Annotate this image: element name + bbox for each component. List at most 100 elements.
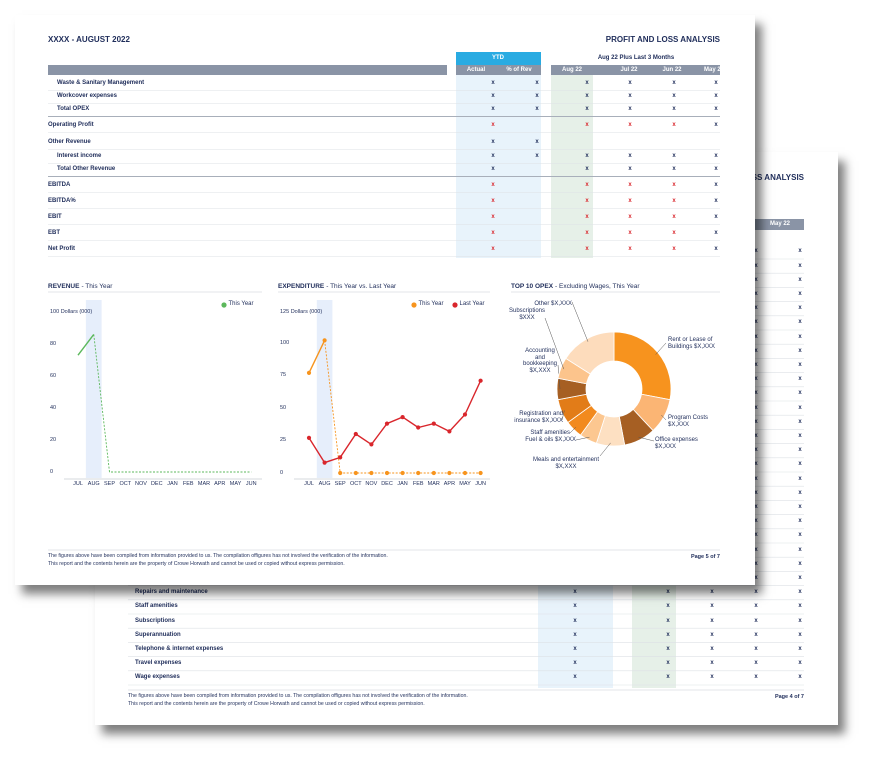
cell: x bbox=[798, 475, 802, 482]
cell: x bbox=[573, 674, 577, 681]
ytd-column bbox=[456, 52, 541, 258]
slice-label: Office expenses $X,XXX bbox=[655, 437, 698, 450]
row-label: Other Revenue bbox=[48, 139, 91, 146]
cell: x bbox=[672, 106, 676, 113]
x-tick-label: MAY bbox=[459, 481, 471, 488]
cell: x bbox=[754, 631, 758, 638]
x-tick-label: FEB bbox=[182, 481, 194, 488]
front-page: XXXX - AUGUST 2022 PROFIT AND LOSS ANALYS… bbox=[15, 15, 755, 585]
cell: x bbox=[754, 589, 758, 596]
cell: x bbox=[628, 246, 632, 253]
x-tick-label: SEP bbox=[334, 481, 346, 488]
row-label: Total OPEX bbox=[57, 106, 90, 113]
series-line bbox=[308, 380, 482, 464]
cell: x bbox=[672, 246, 676, 253]
cell: x bbox=[628, 122, 632, 129]
slice-label: Accounting and bookkeeping $X,XXX bbox=[522, 348, 558, 374]
cell: x bbox=[672, 166, 676, 173]
row-label: EBITDA% bbox=[48, 198, 76, 205]
cell: x bbox=[754, 575, 758, 581]
point bbox=[462, 470, 468, 476]
cell: x bbox=[672, 80, 676, 87]
leader-line bbox=[544, 317, 565, 370]
y-tick-label: 60 bbox=[50, 372, 57, 379]
projection-line bbox=[324, 340, 481, 474]
cell: x bbox=[798, 631, 802, 638]
point bbox=[478, 378, 483, 383]
slice-label: Other $X,XXX bbox=[534, 301, 572, 307]
legend-label: Last Year bbox=[459, 301, 485, 308]
chart-title: REVENUE - This Year bbox=[48, 283, 112, 290]
x-tick-label: APR bbox=[443, 481, 456, 488]
cell: x bbox=[585, 182, 589, 189]
cell: x bbox=[798, 262, 802, 269]
x-tick-label: MAY bbox=[229, 481, 242, 488]
cell: x bbox=[628, 230, 632, 237]
cell: x bbox=[585, 153, 589, 160]
row-label: Workcover expenses bbox=[57, 93, 117, 100]
x-tick-label: DEC bbox=[150, 481, 163, 488]
column-header: Jul 22 bbox=[620, 66, 638, 73]
x-tick-label: JUL bbox=[304, 481, 314, 488]
cell: x bbox=[798, 674, 802, 681]
cell: x bbox=[798, 276, 802, 283]
cell: x bbox=[672, 214, 676, 221]
column-header: Jun 22 bbox=[662, 66, 682, 73]
row-label: Repairs and maintenance bbox=[135, 589, 208, 596]
cell: x bbox=[754, 646, 758, 652]
point bbox=[369, 442, 374, 447]
cell: x bbox=[754, 418, 758, 425]
cell: x bbox=[714, 122, 718, 129]
cell: x bbox=[754, 262, 758, 269]
row-label: Travel expenses bbox=[135, 660, 182, 667]
cell: x bbox=[666, 589, 670, 596]
series-line bbox=[308, 340, 326, 374]
cell: x bbox=[754, 248, 758, 255]
months-header: Aug 22 Plus Last 3 Months bbox=[597, 54, 675, 61]
y-tick-label: 0 bbox=[50, 468, 54, 475]
cell: x bbox=[491, 122, 495, 129]
x-tick-label: OCT bbox=[119, 481, 132, 488]
column-header: Aug 22 bbox=[561, 66, 582, 73]
cell: x bbox=[798, 333, 802, 340]
point bbox=[306, 435, 312, 440]
cell: x bbox=[585, 246, 589, 253]
cell: x bbox=[573, 589, 577, 596]
cell: x bbox=[491, 230, 495, 237]
y-tick-label: 50 bbox=[280, 404, 287, 411]
row-label: Interest income bbox=[57, 153, 102, 160]
row-label: EBT bbox=[48, 230, 60, 237]
cell: x bbox=[666, 603, 670, 610]
x-tick-label: JUN bbox=[245, 481, 257, 488]
cell: x bbox=[798, 347, 802, 354]
cell: x bbox=[672, 182, 676, 189]
y-axis-label: 125 Dollars (000) bbox=[280, 308, 323, 315]
cell: x bbox=[798, 575, 802, 581]
cell: x bbox=[535, 80, 539, 87]
page-number: Page 5 of 7 bbox=[690, 553, 720, 560]
x-tick-label: NOV bbox=[135, 481, 147, 488]
x-tick-label: JAN bbox=[167, 481, 178, 488]
cell: x bbox=[798, 433, 802, 439]
cell: x bbox=[585, 93, 589, 100]
point bbox=[416, 470, 421, 476]
cell: x bbox=[585, 198, 589, 205]
chart-title: TOP 10 OPEX - Excluding Wages, This Year bbox=[511, 283, 640, 290]
cell: x bbox=[754, 560, 758, 567]
cell: x bbox=[672, 198, 676, 205]
cell: x bbox=[798, 603, 802, 610]
x-tick-label: JUL bbox=[73, 481, 83, 488]
point bbox=[400, 470, 405, 476]
report-title: XXXX - AUGUST 2022 bbox=[48, 35, 130, 45]
point bbox=[416, 425, 421, 430]
cell: x bbox=[666, 617, 670, 624]
x-tick-label: JAN bbox=[397, 481, 408, 488]
cell: x bbox=[491, 198, 495, 205]
slice-label: Staff amenities bbox=[530, 430, 570, 436]
cell: x bbox=[491, 93, 495, 100]
point bbox=[306, 370, 312, 375]
cell: x bbox=[754, 347, 758, 354]
cell: x bbox=[798, 404, 802, 411]
cell: x bbox=[491, 106, 495, 113]
x-tick-label: OCT bbox=[349, 481, 362, 488]
